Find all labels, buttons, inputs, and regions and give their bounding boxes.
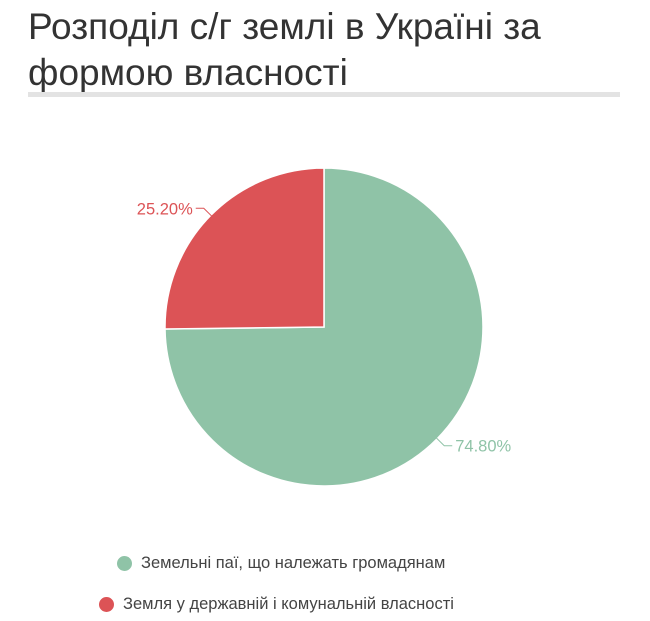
- legend-item-state-communal[interactable]: Земля у державній і комунальній власност…: [99, 595, 454, 614]
- leader-line-state-communal: [195, 207, 213, 218]
- legend-swatch-private-shares: [117, 556, 132, 571]
- title-divider: [28, 92, 620, 97]
- data-label-private-shares: 74.80%: [455, 438, 511, 456]
- pie-slice-state-communal[interactable]: [164, 167, 325, 330]
- chart-title: Розподіл с/г землі в Україні за формою в…: [28, 6, 541, 93]
- pie-chart: 74.80% 25.20%: [137, 167, 512, 487]
- legend-item-private-shares[interactable]: Земельні паї, що належать громадянам: [117, 554, 445, 573]
- data-label-state-communal: 25.20%: [137, 200, 193, 218]
- legend-label-state-communal: Земля у державній і комунальній власност…: [123, 595, 454, 613]
- leader-line-private-shares: [435, 436, 453, 447]
- legend-label-private-shares: Земельні паї, що належать громадянам: [141, 554, 446, 572]
- legend-swatch-state-communal: [99, 597, 114, 612]
